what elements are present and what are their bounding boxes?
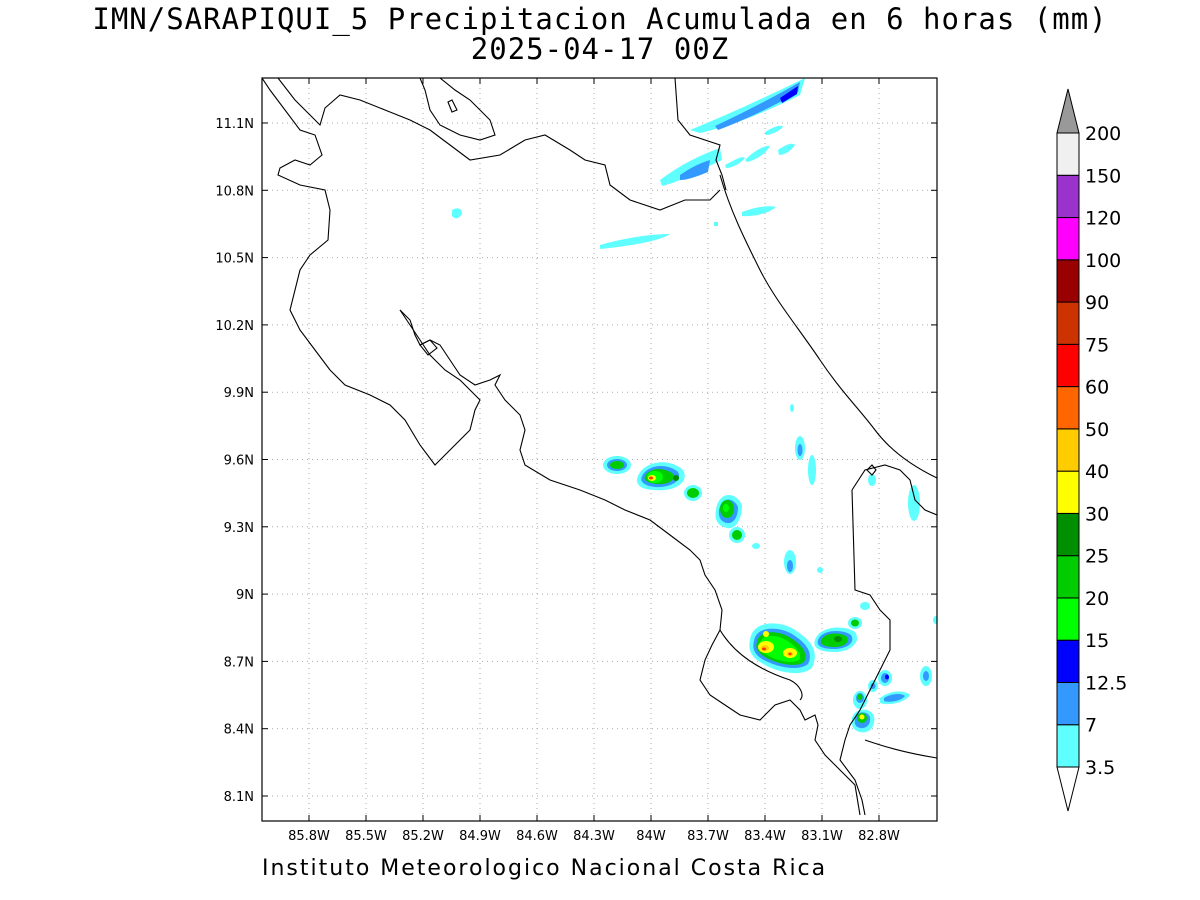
lat-tick-label: 10.5N <box>215 252 254 267</box>
lon-tick-label: 84.6W <box>516 829 558 844</box>
colorbar-level-label: 75 <box>1085 334 1109 356</box>
colorbar-swatch <box>1056 343 1080 388</box>
lake-nicaragua-shore <box>419 78 496 141</box>
lat-tick-label: 11.1N <box>215 117 254 132</box>
panama-border <box>839 489 891 816</box>
lon-tick-label: 83.1W <box>801 829 843 844</box>
bocas-coast <box>851 464 937 516</box>
lat-tick-label: 9N <box>236 588 254 603</box>
nicaragua-coast <box>674 78 727 191</box>
colorbar-level-label: 200 <box>1085 123 1121 145</box>
lon-tick-label: 85.8W <box>288 829 330 844</box>
colorbar-swatch <box>1056 217 1080 261</box>
colorbar-swatch <box>1056 724 1080 768</box>
map-grid <box>262 78 937 821</box>
colorbar: 3.5 7 12.5 15 20 25 30 40 50 60 75 90 100 120 150 200 <box>1056 88 1127 812</box>
osa-peninsula <box>719 629 803 701</box>
colorbar-swatch <box>1056 174 1080 219</box>
guanacaste-coast <box>262 78 481 466</box>
colorbar-swatch <box>1056 639 1080 683</box>
colorbar-level-label: 3.5 <box>1085 757 1115 779</box>
latitude-axis: 11.1N 10.8N 10.5N 10.2N 9.9N 9.6N 9.3N 9N 8.7N 8.… <box>215 117 937 805</box>
lat-tick-label: 10.8N <box>215 184 254 199</box>
chiriqui-coast <box>864 739 937 759</box>
lon-tick-label: 85.5W <box>345 829 387 844</box>
map-frame <box>261 77 938 822</box>
colorbar-upper-arrow <box>1056 88 1080 134</box>
map-title: IMN/SARAPIQUI_5 Precipitacion Acumulada … <box>92 2 1108 36</box>
lat-tick-label: 8.4N <box>224 723 254 738</box>
colorbar-level-label: 150 <box>1085 165 1121 187</box>
colorbar-swatch <box>1056 259 1080 303</box>
colorbar-level-label: 120 <box>1085 208 1121 230</box>
map-subtitle: 2025-04-17 00Z <box>470 32 730 66</box>
lon-tick-label: 83.4W <box>744 829 786 844</box>
precip-cell-south <box>749 602 937 733</box>
colorbar-swatch <box>1056 428 1080 472</box>
colorbar-swatch <box>1056 386 1080 430</box>
colorbar-level-label: 25 <box>1085 546 1109 568</box>
colorbar-level-label: 7 <box>1085 715 1097 737</box>
colorbar-level-label: 12.5 <box>1085 672 1127 694</box>
nicoya-gulf <box>399 309 861 816</box>
precip-cell-caribbean-band <box>452 78 805 249</box>
colorbar-swatch <box>1056 597 1080 641</box>
colorbar-swatch <box>1056 470 1080 514</box>
colorbar-level-label: 90 <box>1085 292 1109 314</box>
nicaragua-border <box>277 78 721 211</box>
lon-tick-label: 85.2W <box>402 829 444 844</box>
colorbar-level-label: 40 <box>1085 461 1109 483</box>
lon-tick-label: 84.9W <box>459 829 501 844</box>
colorbar-level-label: 20 <box>1085 588 1109 610</box>
colorbar-swatch <box>1056 512 1080 557</box>
longitude-axis: 85.8W 85.5W 85.2W 84.9W 84.6W 84.3W 84W 83.7W 83… <box>288 78 900 844</box>
lat-tick-label: 9.6N <box>224 454 254 469</box>
lat-tick-label: 8.1N <box>224 790 254 805</box>
colorbar-level-label: 15 <box>1085 630 1109 652</box>
lat-tick-label: 9.3N <box>224 521 254 536</box>
nicoya-island <box>419 339 438 356</box>
precip-cell-central <box>603 404 920 574</box>
credit-text: Instituto Meteorologico Nacional Costa R… <box>262 856 828 881</box>
colorbar-level-label: 30 <box>1085 503 1109 525</box>
caribbean-coast <box>719 174 937 479</box>
colorbar-swatch <box>1056 555 1080 599</box>
precipitation-field <box>452 78 937 733</box>
lon-tick-label: 84.3W <box>573 829 615 844</box>
small-islet <box>866 464 877 476</box>
colorbar-level-label: 100 <box>1085 250 1121 272</box>
lon-tick-label: 82.8W <box>858 829 900 844</box>
lon-tick-label: 84W <box>636 829 666 844</box>
colorbar-level-label: 60 <box>1085 377 1109 399</box>
coastline <box>262 78 937 816</box>
island-north <box>447 99 458 113</box>
colorbar-level-label: 50 <box>1085 419 1109 441</box>
lat-tick-label: 8.7N <box>224 655 254 670</box>
colorbar-swatch <box>1056 301 1080 345</box>
colorbar-swatch <box>1056 132 1080 176</box>
lat-tick-label: 10.2N <box>215 319 254 334</box>
colorbar-lower-arrow <box>1056 766 1080 812</box>
colorbar-swatch <box>1056 681 1080 726</box>
lat-tick-label: 9.9N <box>224 386 254 401</box>
lon-tick-label: 83.7W <box>687 829 729 844</box>
